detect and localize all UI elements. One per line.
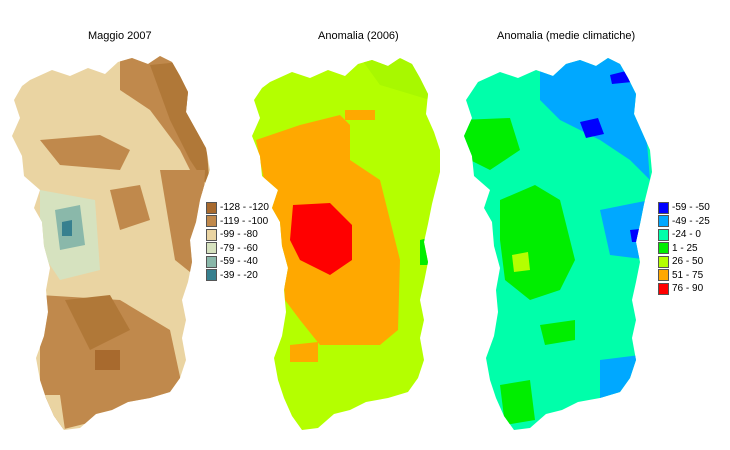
legend-label: 26 - 50 [672, 256, 704, 268]
legend-label: -59 - -50 [672, 202, 710, 214]
legend-swatch [206, 215, 217, 228]
legend-item: -39 - -20 [206, 269, 269, 283]
legend-swatch [206, 269, 217, 282]
panel-3-title: Anomalia (medie climatiche) [497, 30, 636, 42]
legend-swatch [658, 282, 669, 295]
legend-item: -24 - 0 [658, 228, 710, 242]
legend-item: 1 - 25 [658, 242, 710, 256]
legend-swatch [658, 255, 669, 268]
legend-label: -49 - -25 [672, 215, 710, 227]
legend-label: -39 - -20 [220, 269, 258, 281]
legend-swatch [658, 242, 669, 255]
legend-swatch [206, 201, 217, 214]
legend-swatch [658, 228, 669, 241]
legend-label: 1 - 25 [672, 242, 698, 254]
legend-item: 51 - 75 [658, 269, 710, 283]
legend-swatch [658, 269, 669, 282]
panel-2-title: Anomalia (2006) [318, 30, 399, 42]
legend-swatch [206, 255, 217, 268]
legend-label: -59 - -40 [220, 256, 258, 268]
legend-label: -119 - -100 [220, 215, 269, 227]
legend-item: -59 - -50 [658, 201, 710, 215]
legend-label: -99 - -80 [220, 229, 258, 241]
legend-label: 51 - 75 [672, 269, 704, 281]
legend-label: -128 - -120 [220, 202, 269, 214]
legend-item: -99 - -80 [206, 228, 269, 242]
legend-swatch [206, 228, 217, 241]
legend-item: 76 - 90 [658, 282, 710, 296]
legend-item: 26 - 50 [658, 255, 710, 269]
legend-item: -59 - -40 [206, 255, 269, 269]
panel-1-title: Maggio 2007 [88, 30, 152, 42]
legend-swatch [658, 201, 669, 214]
legend-item: -128 - -120 [206, 201, 269, 215]
legend-label: -24 - 0 [672, 229, 701, 241]
legend-label: 76 - 90 [672, 283, 704, 295]
legend-item: -119 - -100 [206, 215, 269, 229]
legend-label: -79 - -60 [220, 242, 258, 254]
legend-item: -79 - -60 [206, 242, 269, 256]
legend-swatch [206, 242, 217, 255]
legend-swatch [658, 215, 669, 228]
legend-maggio-2007: -128 - -120 -119 - -100 -99 - -80 -79 - -60… [206, 201, 269, 282]
legend-item: -49 - -25 [658, 215, 710, 229]
